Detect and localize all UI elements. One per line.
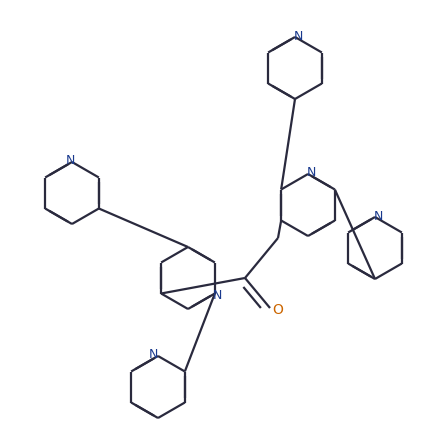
Text: N: N bbox=[213, 289, 222, 302]
Text: N: N bbox=[148, 347, 158, 360]
Text: N: N bbox=[65, 154, 75, 168]
Text: N: N bbox=[293, 29, 303, 42]
Text: O: O bbox=[273, 303, 284, 317]
Text: N: N bbox=[306, 165, 316, 178]
Text: N: N bbox=[373, 210, 383, 223]
